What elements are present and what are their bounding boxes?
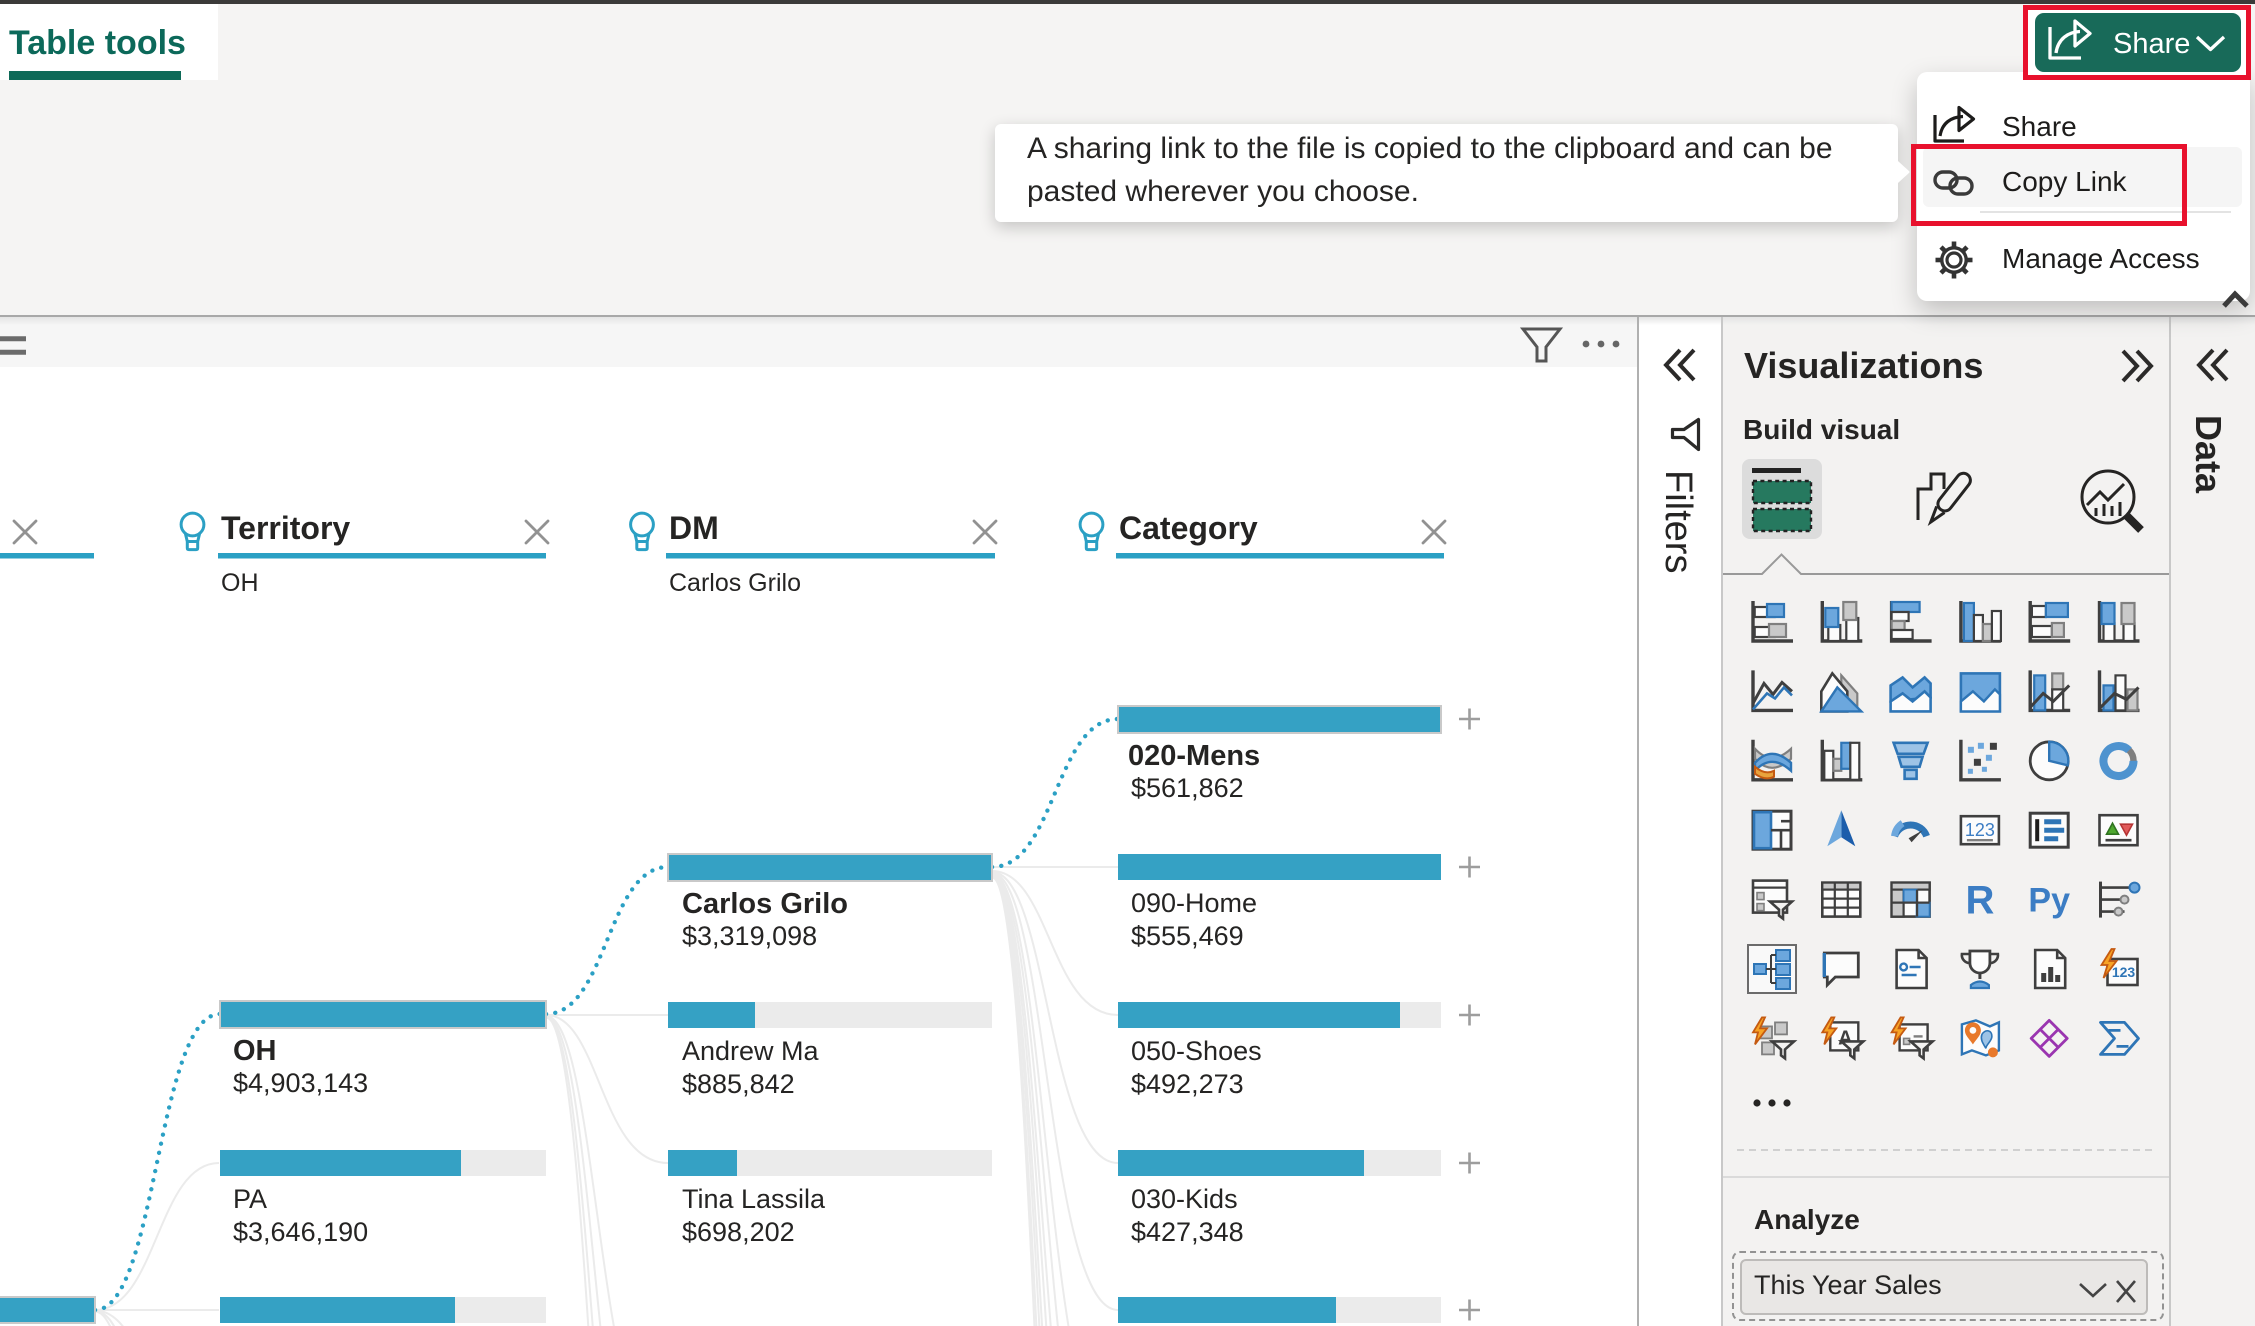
svg-text:123: 123 [1965, 820, 1995, 840]
svg-text:Py: Py [2028, 882, 2070, 920]
svg-text:123: 123 [2112, 964, 2136, 980]
svg-text:R: R [1965, 879, 1994, 923]
